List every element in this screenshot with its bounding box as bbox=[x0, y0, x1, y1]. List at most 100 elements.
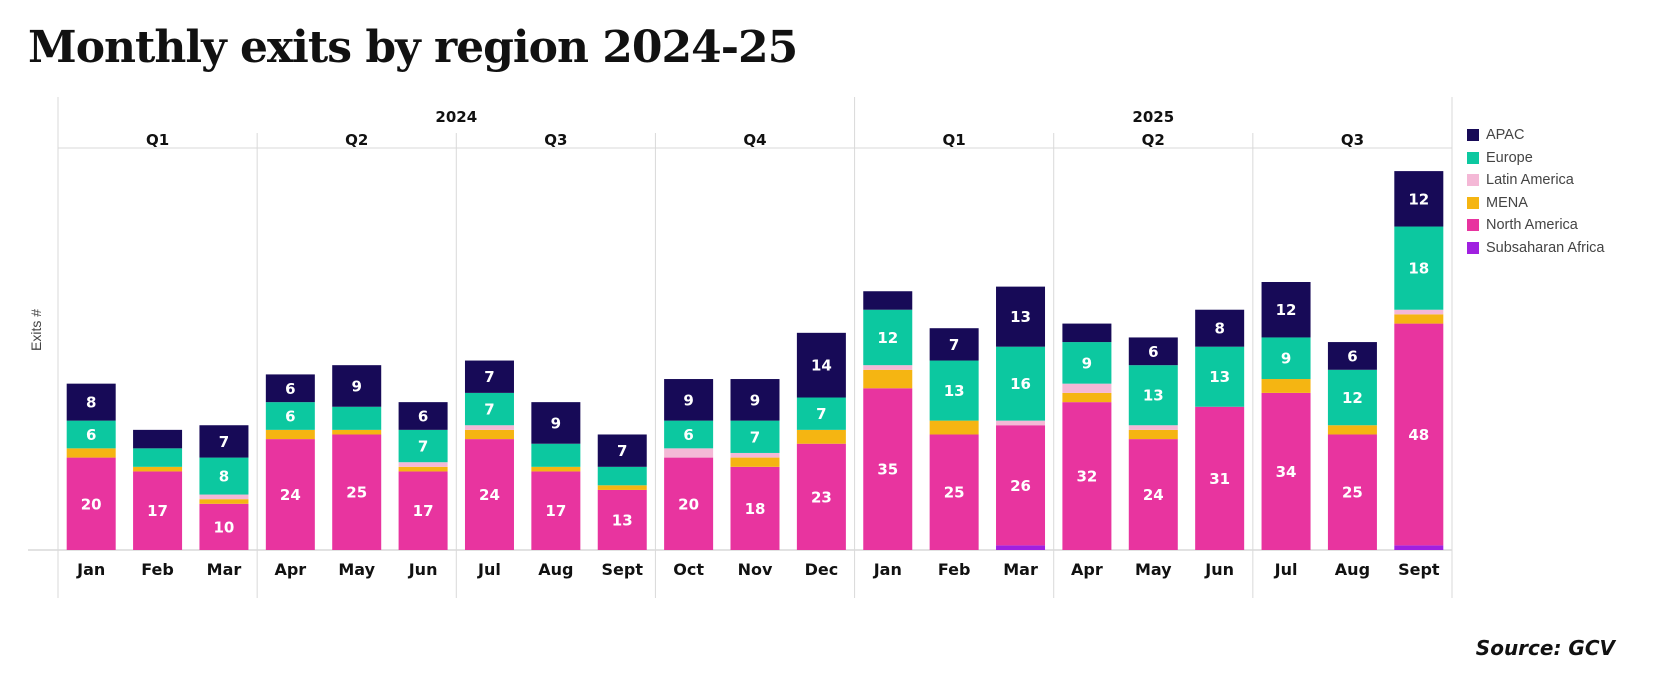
bar-segment-europe bbox=[996, 346, 1046, 421]
bars-layer bbox=[66, 171, 1444, 550]
bar-segment-north-america bbox=[1261, 392, 1311, 550]
legend-item: Europe bbox=[1467, 147, 1605, 170]
bar-stack bbox=[66, 383, 116, 550]
bar-segment-europe bbox=[133, 448, 183, 467]
bar-segment-north-america bbox=[464, 439, 514, 550]
data-label: 25 bbox=[1342, 484, 1363, 502]
data-label: 7 bbox=[418, 438, 428, 456]
bar-segment-mena bbox=[66, 448, 116, 458]
bar-stack bbox=[929, 328, 979, 550]
bar-segment-europe bbox=[597, 466, 647, 486]
bar-segment-mena bbox=[929, 420, 979, 435]
data-label: 23 bbox=[811, 488, 832, 506]
bar-stack bbox=[1195, 309, 1245, 550]
bar-segment-north-america bbox=[332, 434, 382, 550]
bar-segment-europe bbox=[1062, 342, 1112, 384]
data-label: 12 bbox=[877, 329, 898, 347]
bar-segment-europe bbox=[1261, 337, 1311, 380]
x-tick-label: Jan bbox=[76, 560, 105, 579]
bar-stack bbox=[664, 379, 714, 550]
bar-stack bbox=[1062, 323, 1112, 550]
bar-segment-mena bbox=[199, 499, 249, 504]
bar-stack bbox=[863, 291, 913, 550]
data-label: 25 bbox=[346, 484, 367, 502]
bar-segment-europe bbox=[796, 397, 846, 430]
bar-segment-europe bbox=[531, 443, 581, 467]
bar-segment-apac bbox=[265, 374, 315, 403]
bar-segment-north-america bbox=[1327, 434, 1377, 550]
x-tick-label: Sept bbox=[601, 560, 643, 579]
bar-stack bbox=[1128, 337, 1178, 550]
bar-segment-europe bbox=[730, 420, 780, 453]
x-tick-label: Feb bbox=[938, 560, 971, 579]
data-label: 13 bbox=[944, 382, 965, 400]
bar-segment-apac bbox=[199, 425, 249, 458]
quarter-label: Q1 bbox=[146, 131, 169, 149]
data-label: 8 bbox=[219, 468, 229, 486]
bar-segment-apac bbox=[464, 360, 514, 393]
bar-stack bbox=[1327, 342, 1377, 550]
legend-item: North America bbox=[1467, 214, 1605, 237]
x-tick-label: Oct bbox=[673, 560, 704, 579]
y-axis-label: Exits # bbox=[28, 309, 44, 351]
data-label: 20 bbox=[81, 495, 102, 513]
bar-stack bbox=[398, 402, 448, 550]
bar-segment-latin-america bbox=[1062, 383, 1112, 393]
data-label: 9 bbox=[683, 391, 693, 409]
data-label: 34 bbox=[1276, 463, 1297, 481]
bar-stack bbox=[1261, 282, 1311, 550]
data-label: 48 bbox=[1408, 426, 1429, 444]
data-label: 6 bbox=[285, 408, 295, 426]
bar-segment-mena bbox=[1062, 392, 1112, 403]
data-label: 25 bbox=[944, 484, 965, 502]
bar-segment-apac bbox=[1394, 171, 1444, 227]
data-label: 24 bbox=[479, 486, 500, 504]
quarter-label: Q3 bbox=[544, 131, 567, 149]
bar-segment-apac bbox=[398, 402, 448, 430]
bar-stack bbox=[199, 425, 249, 550]
bar-segment-north-america bbox=[1394, 323, 1444, 546]
bar-segment-north-america bbox=[730, 466, 780, 550]
legend-label: Latin America bbox=[1486, 172, 1574, 189]
x-tick-label: Aug bbox=[1335, 560, 1370, 579]
data-label: 17 bbox=[413, 502, 434, 520]
data-label: 7 bbox=[816, 405, 826, 423]
data-label: 13 bbox=[1010, 308, 1031, 326]
bar-segment-mena bbox=[265, 429, 315, 440]
bar-segment-apac bbox=[664, 379, 714, 421]
bar-segment-mena bbox=[730, 457, 780, 467]
x-tick-label: Jan bbox=[873, 560, 902, 579]
bar-segment-mena bbox=[863, 369, 913, 389]
bar-segment-north-america bbox=[597, 489, 647, 550]
bar-segment-europe bbox=[1128, 365, 1178, 426]
data-label: 17 bbox=[545, 502, 566, 520]
bar-segment-north-america bbox=[1062, 402, 1112, 550]
bar-segment-apac bbox=[66, 383, 116, 421]
data-label: 7 bbox=[750, 428, 760, 446]
bar-segment-mena bbox=[597, 485, 647, 490]
bar-segment-europe bbox=[66, 420, 116, 449]
x-tick-label: May bbox=[338, 560, 375, 579]
data-label: 24 bbox=[1143, 486, 1164, 504]
legend-item: APAC bbox=[1467, 124, 1605, 147]
bar-segment-latin-america bbox=[1128, 425, 1178, 430]
data-label: 8 bbox=[1214, 320, 1224, 338]
bar-segment-apac bbox=[531, 402, 581, 444]
bar-segment-north-america bbox=[996, 425, 1046, 546]
data-label: 7 bbox=[949, 336, 959, 354]
bar-segment-mena bbox=[796, 429, 846, 444]
bar-segment-north-america bbox=[796, 443, 846, 550]
x-tick-label: Nov bbox=[738, 560, 773, 579]
data-label: 24 bbox=[280, 486, 301, 504]
x-tick-label: Aug bbox=[538, 560, 573, 579]
x-tick-label: Mar bbox=[1003, 560, 1038, 579]
data-label: 16 bbox=[1010, 375, 1031, 393]
legend-item: MENA bbox=[1467, 192, 1605, 215]
bar-stack bbox=[796, 332, 846, 550]
bar-segment-apac bbox=[1062, 323, 1112, 343]
bar-segment-latin-america bbox=[730, 452, 780, 458]
x-tick-label: Dec bbox=[805, 560, 839, 579]
data-label: 7 bbox=[484, 401, 494, 419]
